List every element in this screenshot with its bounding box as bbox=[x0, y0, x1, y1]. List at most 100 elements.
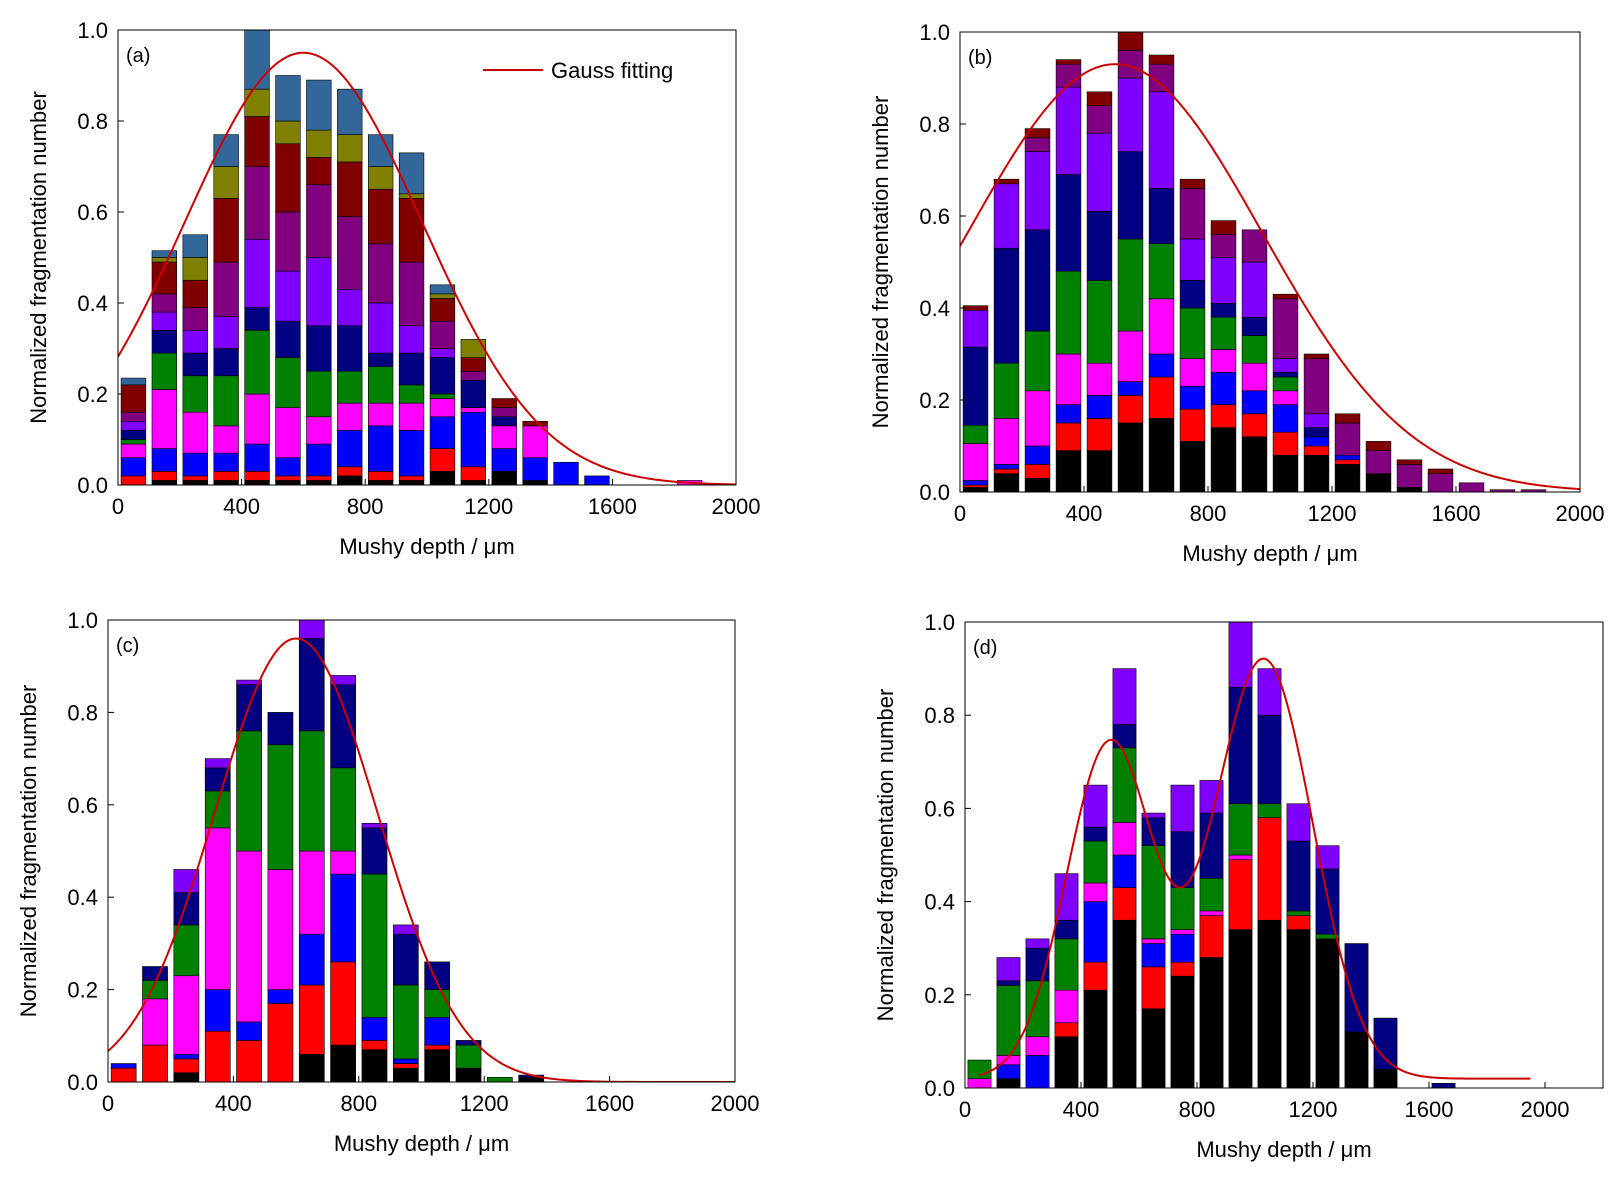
y-tick-label: 0.6 bbox=[919, 204, 950, 229]
bar-segment-3-3 bbox=[1054, 938, 1079, 991]
bar-segment-4-2 bbox=[236, 850, 262, 1023]
bar-segment-3-3 bbox=[204, 790, 231, 829]
bar-segment-8-8 bbox=[1210, 220, 1237, 235]
y-axis-label: Normalized fragmentation number bbox=[868, 96, 893, 429]
bar-segment-11-6 bbox=[460, 357, 487, 372]
bar-segment-11-1 bbox=[460, 466, 487, 481]
bar-segment-11-0 bbox=[455, 1067, 482, 1082]
bar-segment-2-6 bbox=[1024, 151, 1051, 231]
bar-segment-0-2 bbox=[120, 443, 147, 458]
bar-segment-4-10 bbox=[244, 30, 270, 90]
bar-segment-14-0 bbox=[1396, 487, 1423, 492]
bar-segment-2-7 bbox=[182, 307, 208, 331]
bar-segment-2-10 bbox=[182, 234, 208, 258]
bar-segment-4-5 bbox=[1083, 826, 1108, 842]
bar-segment-6-3 bbox=[1148, 298, 1175, 355]
bar-segment-5-10 bbox=[275, 75, 301, 122]
bar-segment-15-1 bbox=[1427, 468, 1454, 474]
bar-segment-5-0 bbox=[275, 480, 301, 485]
bar-segment-13-0 bbox=[1344, 1031, 1369, 1088]
bar-segment-2-2 bbox=[1025, 980, 1050, 1038]
bar-segment-13-2 bbox=[522, 425, 548, 459]
x-tick-label: 2000 bbox=[712, 494, 761, 519]
bar-segment-10-3 bbox=[429, 398, 456, 418]
bar-segment-5-5 bbox=[275, 320, 301, 358]
bar-segment-2-0 bbox=[173, 1072, 200, 1082]
gauss-fit-curve bbox=[979, 657, 1531, 1080]
bar-segment-3-5 bbox=[1055, 174, 1082, 272]
x-tick-label: 800 bbox=[347, 494, 384, 519]
bar-segment-8-1 bbox=[367, 471, 394, 481]
bar-segment-4-0 bbox=[236, 1040, 262, 1082]
bar-segment-1-2 bbox=[993, 464, 1020, 470]
x-tick-label: 1600 bbox=[1405, 1097, 1454, 1122]
plot-frame bbox=[107, 619, 736, 1083]
bar-segment-1-9 bbox=[151, 257, 178, 263]
bar-segment-13-1 bbox=[1365, 450, 1392, 474]
bar-segment-4-2 bbox=[1086, 395, 1113, 419]
bar-segment-14-0 bbox=[1373, 1069, 1398, 1088]
bar-segment-3-0 bbox=[1055, 450, 1082, 492]
bar-segment-7-6 bbox=[330, 675, 356, 685]
bar-segment-5-7 bbox=[275, 211, 301, 272]
bar-segment-9-1 bbox=[398, 475, 425, 481]
bar-segment-7-7 bbox=[1179, 188, 1206, 240]
x-tick-label: 400 bbox=[1063, 1097, 1100, 1122]
bar-segment-2-1 bbox=[173, 1058, 200, 1074]
bar-segment-7-4 bbox=[337, 370, 363, 404]
bar-segment-7-8 bbox=[1179, 178, 1206, 189]
bar-segment-16-0 bbox=[1458, 482, 1485, 492]
bar-segment-4-9 bbox=[244, 88, 270, 117]
bar-segment-2-6 bbox=[182, 329, 208, 354]
x-tick-label: 0 bbox=[959, 1097, 971, 1122]
y-tick-label: 0.6 bbox=[924, 796, 955, 821]
bar-segment-1-2 bbox=[151, 448, 178, 472]
bar-segment-5-1 bbox=[267, 989, 294, 1004]
x-tick-label: 0 bbox=[112, 494, 124, 519]
y-tick-label: 1.0 bbox=[67, 608, 98, 633]
y-tick-label: 0.4 bbox=[924, 890, 955, 915]
bar-segment-11-2 bbox=[1303, 436, 1330, 447]
bar-segment-4-8 bbox=[1086, 91, 1113, 106]
bar-segment-11-4 bbox=[1303, 413, 1330, 428]
bar-segment-1-0 bbox=[993, 473, 1020, 492]
x-tick-label: 400 bbox=[223, 494, 260, 519]
bar-segment-2-0 bbox=[1024, 477, 1051, 492]
bar-segment-3-0 bbox=[1054, 1036, 1079, 1088]
bar-segment-1-1 bbox=[993, 468, 1020, 474]
bar-segment-8-6 bbox=[1210, 257, 1237, 304]
bar-segment-12-0 bbox=[487, 1077, 513, 1082]
bar-segment-9-2 bbox=[1228, 854, 1253, 860]
bar-segment-8-7 bbox=[367, 243, 394, 304]
bar-segment-13-1 bbox=[522, 457, 548, 481]
bar-segment-6-5 bbox=[298, 638, 325, 732]
bar-segment-8-0 bbox=[367, 480, 394, 485]
bar-segment-7-6 bbox=[1170, 784, 1195, 832]
y-tick-label: 0.4 bbox=[919, 296, 950, 321]
bar-segment-9-3 bbox=[1241, 362, 1268, 392]
bar-segment-8-5 bbox=[367, 352, 394, 367]
bar-segment-9-4 bbox=[1228, 686, 1253, 805]
bar-segment-9-0 bbox=[398, 480, 425, 485]
bar-segment-2-5 bbox=[1024, 229, 1051, 332]
bar-segment-6-2 bbox=[298, 933, 325, 986]
bar-segment-7-5 bbox=[330, 684, 356, 769]
bar-segment-7-1 bbox=[1179, 408, 1206, 442]
bar-segment-12-5 bbox=[491, 398, 517, 408]
bar-segment-1-7 bbox=[993, 178, 1020, 185]
bar-segment-6-4 bbox=[298, 730, 325, 852]
bar-segment-12-3 bbox=[1315, 845, 1340, 870]
x-tick-label: 1600 bbox=[588, 494, 637, 519]
bar-segment-4-0 bbox=[1083, 989, 1108, 1088]
bar-segment-5-1 bbox=[1112, 887, 1137, 921]
bar-segment-9-1 bbox=[1241, 413, 1268, 438]
bar-segment-11-3 bbox=[460, 407, 487, 413]
bar-segment-12-2 bbox=[491, 425, 517, 449]
bar-segment-1-7 bbox=[151, 293, 178, 313]
bar-segment-13-0 bbox=[1365, 473, 1392, 492]
y-tick-label: 0.2 bbox=[77, 382, 108, 407]
bar-segment-11-0 bbox=[1286, 929, 1311, 1088]
bar-segment-0-4 bbox=[120, 430, 147, 440]
bar-segment-7-1 bbox=[1170, 961, 1195, 977]
